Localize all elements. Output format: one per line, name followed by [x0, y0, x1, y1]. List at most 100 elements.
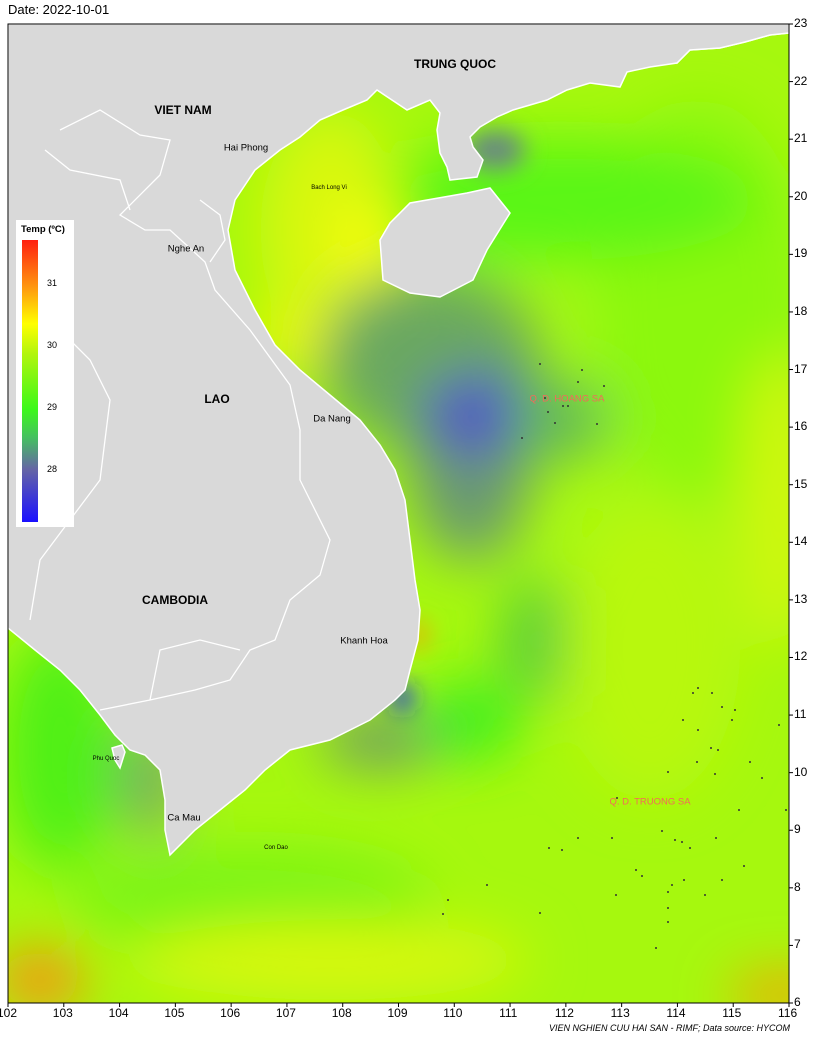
legend-tick-mark [38, 283, 41, 284]
x-tick-label: 116 [778, 1006, 798, 1020]
island-dot [447, 899, 449, 901]
island-dot [738, 809, 740, 811]
x-tick-label: 102 [0, 1006, 18, 1020]
y-tick-label: 22 [794, 73, 808, 88]
island-dot [442, 913, 444, 915]
island-dot [689, 847, 691, 849]
label-hoang-sa: Q. D. HOANG SA [529, 393, 605, 405]
label-hai-phong: Hai Phong [223, 142, 269, 154]
island-dot [615, 894, 617, 896]
island-dot [539, 912, 541, 914]
legend-tick-mark [38, 345, 41, 346]
island-dot [734, 709, 736, 711]
y-tick-label: 16 [794, 419, 808, 434]
legend-title: Temp (ºC) [21, 224, 65, 235]
island-dot [655, 947, 657, 949]
island-dot [667, 771, 669, 773]
label-bach-long-vi: Bach Long Vi [311, 185, 347, 191]
island-dot [710, 747, 712, 749]
island-dot [567, 405, 569, 407]
island-dot [697, 687, 699, 689]
island-dot [714, 773, 716, 775]
island-dot [521, 437, 523, 439]
date-label: Date: 2022-10-01 [8, 2, 110, 17]
island-dot [596, 423, 598, 425]
y-tick-label: 10 [794, 764, 808, 779]
island-dot [577, 381, 579, 383]
label-nghe-an: Nghe An [167, 243, 205, 255]
label-ca-mau: Ca Mau [167, 812, 201, 824]
label-con-dao: Con Dao [264, 845, 288, 851]
island-dot [671, 884, 673, 886]
island-dot [674, 839, 676, 841]
legend-tick-31: 31 [47, 278, 58, 288]
label-truong-sa: Q. D. TRUONG SA [609, 796, 691, 808]
y-tick-label: 23 [794, 16, 808, 30]
island-dot [704, 894, 706, 896]
island-dot [667, 891, 669, 893]
x-tick-label: 108 [331, 1006, 352, 1020]
island-dot [641, 875, 643, 877]
island-dot [749, 761, 751, 763]
island-dot [581, 369, 583, 371]
island-dot [743, 865, 745, 867]
island-dot [577, 837, 579, 839]
island-dot [692, 692, 694, 694]
x-tick-label: 105 [164, 1006, 185, 1020]
x-tick-label: 113 [610, 1006, 630, 1020]
x-tick-label: 109 [387, 1006, 408, 1020]
island-dot [683, 879, 685, 881]
y-tick-label: 8 [794, 879, 801, 894]
label-cambodia: CAMBODIA [142, 593, 208, 607]
x-tick-label: 111 [499, 1006, 518, 1020]
hainan-island [379, 187, 511, 298]
island-dot [661, 830, 663, 832]
island-dot [561, 849, 563, 851]
y-tick-label: 20 [794, 188, 808, 203]
legend-colorbar [22, 240, 38, 522]
island-dot [667, 921, 669, 923]
island-dot [486, 884, 488, 886]
label-phu-quoc: Phu Quoc [92, 756, 120, 762]
island-dot [681, 841, 683, 843]
phu-quoc-island [111, 744, 126, 770]
island-dot [696, 761, 698, 763]
legend-tick-29: 29 [47, 402, 58, 412]
island-dot [667, 907, 669, 909]
x-tick-label: 110 [443, 1006, 463, 1020]
y-tick-label: 19 [794, 246, 808, 261]
island-dot [721, 706, 723, 708]
island-dot [778, 724, 780, 726]
land [8, 24, 789, 857]
y-tick-label: 14 [794, 534, 808, 549]
island-dot [635, 869, 637, 871]
island-dot [711, 692, 713, 694]
island-dot [547, 411, 549, 413]
island-dot [562, 405, 564, 407]
legend-tick-mark [38, 469, 41, 470]
y-tick-label: 18 [794, 303, 808, 318]
y-tick-label: 13 [794, 591, 808, 606]
island-dot [554, 422, 556, 424]
axis-tick-marks [7, 23, 793, 1007]
island-dot [697, 729, 699, 731]
y-tick-label: 17 [794, 361, 808, 376]
y-tick-label: 15 [794, 476, 808, 491]
island-dot [611, 837, 613, 839]
data-source-credit: VIEN NGHIEN CUU HAI SAN - RIMF; Data sou… [548, 1023, 790, 1033]
island-dot [761, 777, 763, 779]
island-dot [721, 879, 723, 881]
label-khanh-hoa: Khanh Hoa [340, 635, 388, 647]
island-dot [544, 397, 546, 399]
y-tick-label: 11 [794, 707, 807, 722]
x-tick-label: 104 [108, 1006, 129, 1020]
mainland-coast [8, 24, 789, 857]
legend-tick-30: 30 [47, 340, 58, 350]
y-tick-label: 7 [794, 937, 801, 952]
x-tick-label: 115 [722, 1006, 742, 1020]
label-da-nang: Da Nang [313, 413, 351, 425]
x-tick-label: 112 [554, 1006, 574, 1020]
x-tick-label: 106 [220, 1006, 241, 1020]
island-markers [442, 363, 787, 949]
